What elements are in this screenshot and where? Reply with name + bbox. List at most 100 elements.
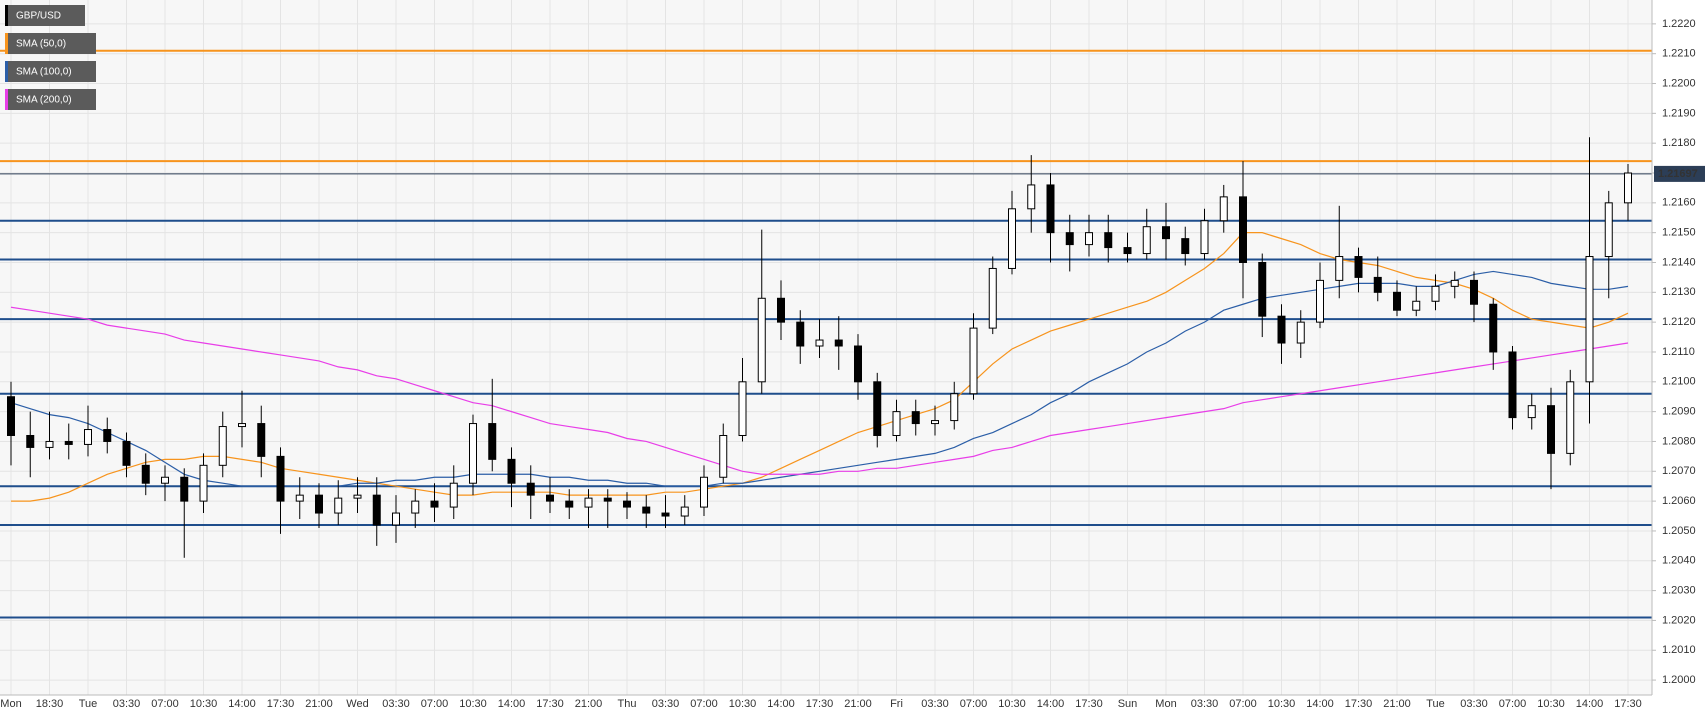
candle-body — [161, 476, 169, 484]
candle-body — [1296, 321, 1305, 344]
candle-body — [642, 506, 651, 514]
candle-body — [546, 494, 554, 502]
x-tick-label: 17:30 — [267, 698, 295, 710]
candle-body — [449, 482, 458, 508]
candle-body — [411, 500, 420, 514]
levels — [0, 49, 1652, 619]
legend-swatch — [5, 5, 8, 26]
candle-body — [238, 423, 246, 428]
candle-body — [1585, 256, 1594, 383]
x-tick-label: 10:30 — [998, 698, 1026, 710]
candle-body — [623, 500, 631, 508]
candle-body — [796, 321, 805, 347]
y-tick-label: 1.2150 — [1662, 227, 1696, 239]
candle-body — [1489, 303, 1498, 353]
x-tick-label: Mon — [1155, 698, 1176, 710]
candle-body — [1085, 232, 1093, 246]
x-tick-label: Sun — [1118, 698, 1138, 710]
candle-body — [1104, 232, 1113, 249]
candle-body — [1431, 285, 1440, 302]
candle-body — [1219, 196, 1228, 222]
candle-body — [199, 464, 208, 502]
legend-swatch — [5, 89, 8, 110]
candle-body — [1277, 315, 1286, 344]
x-tick-label: 18:30 — [36, 698, 64, 710]
y-tick-label: 1.2000 — [1662, 674, 1696, 686]
y-tick-label: 1.2190 — [1662, 107, 1696, 119]
x-tick-label: 17:30 — [536, 698, 564, 710]
candle-body — [1450, 279, 1459, 287]
y-tick-label: 1.2040 — [1662, 555, 1696, 567]
y-tick-label: 1.2220 — [1662, 18, 1696, 30]
x-tick-label: 07:00 — [960, 698, 988, 710]
x-tick-label: 07:00 — [151, 698, 179, 710]
x-tick-label: Mon — [0, 698, 21, 710]
legend-label: SMA (100,0) — [16, 67, 72, 78]
y-tick-label: 1.2100 — [1662, 376, 1696, 388]
x-tick-label: 03:30 — [921, 698, 949, 710]
x-tick-label: Thu — [618, 698, 637, 710]
x-tick-label: 14:00 — [1306, 698, 1334, 710]
candle-body — [950, 393, 959, 422]
candle-body — [526, 482, 535, 496]
candle-body — [276, 455, 285, 502]
x-tick-label: 10:30 — [1268, 698, 1296, 710]
x-tick-label: 14:00 — [498, 698, 526, 710]
x-tick-label: Fri — [890, 698, 903, 710]
x-tick-label: 03:30 — [1460, 698, 1488, 710]
candle-body — [1412, 300, 1421, 311]
legend-box[interactable] — [5, 5, 85, 26]
candle-body — [315, 494, 323, 514]
y-tick-label: 1.2050 — [1662, 525, 1696, 537]
y-tick-label: 1.2090 — [1662, 406, 1696, 418]
x-tick-label: 10:30 — [459, 698, 487, 710]
y-tick-label: 1.2110 — [1662, 346, 1695, 358]
candle-body — [969, 327, 978, 395]
axes: 1.2000 1.2010 1.2020 1.2030 1.2040 1.2050 1.20… — [0, 18, 1705, 710]
x-tick-label: 21:00 — [844, 698, 872, 710]
candle-body — [1393, 291, 1401, 311]
legend: GBP/USD SMA (50,0) SMA (100,0) SMA (200,0) — [5, 5, 96, 110]
candle-body — [603, 497, 612, 502]
candle-body — [469, 423, 477, 484]
y-tick-label: 1.2010 — [1662, 644, 1696, 656]
legend-swatch — [5, 33, 8, 54]
candle-body — [1566, 381, 1575, 454]
legend-label: SMA (50,0) — [16, 39, 66, 50]
x-tick-label: 07:00 — [690, 698, 718, 710]
candle-body — [45, 440, 54, 448]
candle-body — [1354, 256, 1363, 278]
sma-line — [10, 306, 1629, 475]
candle-body — [1373, 276, 1382, 293]
candle-body — [295, 494, 304, 502]
x-tick-label: 10:30 — [190, 698, 218, 710]
candle-body — [353, 494, 362, 499]
candle-body — [218, 426, 227, 466]
candle-body — [1527, 405, 1536, 419]
legend-box[interactable] — [5, 89, 96, 110]
candle-body — [488, 423, 497, 460]
candle-body — [392, 512, 400, 526]
y-tick-label: 1.2120 — [1662, 316, 1696, 328]
candle-body — [1200, 220, 1209, 255]
x-tick-label: 10:30 — [1537, 698, 1565, 710]
x-tick-label: 14:00 — [228, 698, 256, 710]
candle-body — [430, 500, 439, 508]
candle-body — [1508, 351, 1517, 419]
legend-box[interactable] — [5, 61, 96, 82]
y-tick-label: 1.2160 — [1662, 197, 1696, 209]
x-tick-label: 03:30 — [382, 698, 410, 710]
y-tick-label: 1.2180 — [1662, 137, 1696, 149]
last-price-label: 1.21697 — [1658, 168, 1698, 180]
y-tick-label: 1.2130 — [1662, 286, 1696, 298]
legend-box[interactable] — [5, 33, 96, 54]
candle-body — [777, 297, 785, 323]
candle-body — [584, 497, 593, 508]
candle-body — [1624, 172, 1632, 204]
candle-body — [1239, 196, 1247, 263]
candle-body — [1065, 232, 1074, 246]
x-tick-label: 21:00 — [1383, 698, 1411, 710]
candle-body — [680, 506, 689, 517]
